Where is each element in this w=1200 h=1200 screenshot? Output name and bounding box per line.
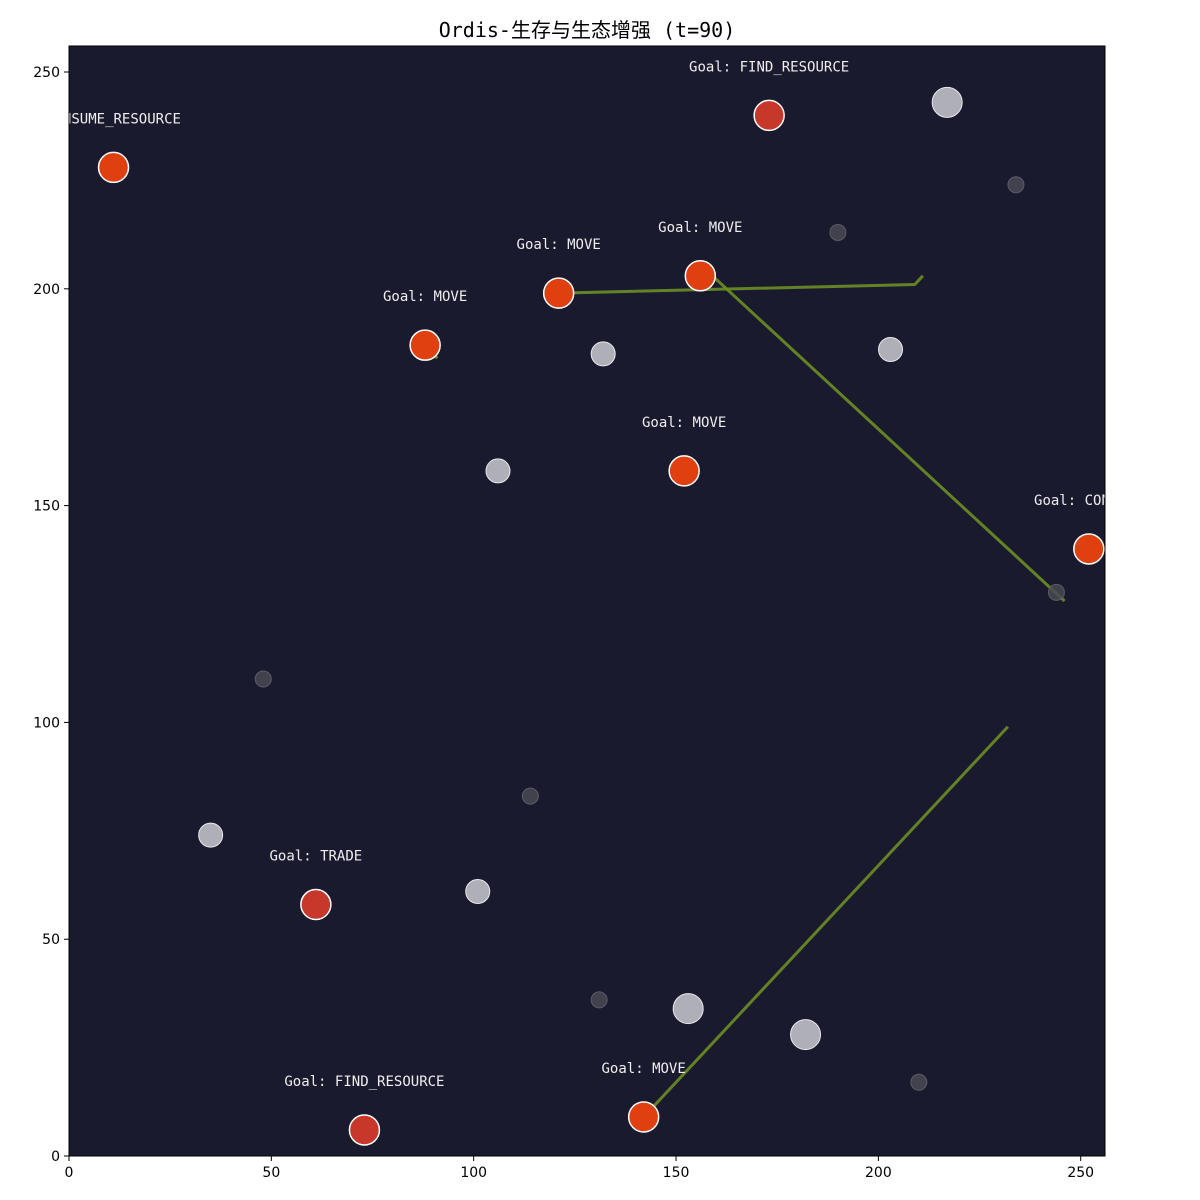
- resource-point: [465, 879, 491, 905]
- resource-point: [672, 993, 704, 1025]
- resource-point: [829, 223, 847, 241]
- resource-point: [198, 822, 224, 848]
- resource-point: [1047, 583, 1065, 601]
- resource-point: [878, 337, 904, 363]
- resource-point: [910, 1073, 928, 1091]
- chart-title: Ordis-生存与生态增强 (t=90): [439, 18, 736, 42]
- agent-point: [1073, 533, 1105, 565]
- agent-goal-label: Goal: TRADE: [270, 849, 363, 865]
- agent-goal-label: Goal: FIND_RESOURCE: [689, 59, 849, 75]
- agent-point: [753, 99, 785, 132]
- resource-point: [485, 458, 511, 484]
- resources-layer: [198, 86, 1065, 1091]
- plot-area: [69, 46, 1105, 1156]
- resource-point: [590, 991, 608, 1009]
- agent-goal-label: Goal: FIND_RESOURCE: [284, 1074, 444, 1090]
- resource-point: [590, 341, 616, 367]
- agent-point: [300, 888, 332, 921]
- y-tick-label: 200: [33, 282, 60, 298]
- agent-goal-label: CONSUME_RESOURCE: [46, 111, 181, 127]
- x-tick-label: 100: [460, 1165, 487, 1181]
- agent-goal-label: Goal: MOVE: [602, 1061, 686, 1077]
- agent-point: [348, 1114, 381, 1146]
- agent-point: [684, 260, 717, 292]
- agent-point: [542, 277, 575, 309]
- agent-goal-label: Goal: MOVE: [383, 289, 467, 305]
- y-tick-label: 100: [33, 715, 60, 731]
- agent-goal-label: Goal: MOVE: [658, 220, 742, 236]
- resource-point: [790, 1019, 822, 1051]
- agent-point: [409, 329, 441, 361]
- agent-point: [97, 151, 130, 184]
- agent-point: [668, 455, 700, 487]
- x-tick-label: 0: [65, 1165, 74, 1181]
- agent-path: [642, 725, 1009, 1119]
- agents-layer: [97, 99, 1105, 1146]
- resource-point: [931, 86, 963, 118]
- agent-goal-label: Goal: MOVE: [642, 415, 726, 431]
- agent-point: [627, 1101, 660, 1133]
- x-tick-label: 250: [1067, 1165, 1094, 1181]
- labels-layer: CONSUME_RESOURCE Goal: FIND_RESOURCE Goal:…: [46, 59, 1144, 1090]
- resource-point: [521, 787, 539, 805]
- x-tick-label: 150: [663, 1165, 690, 1181]
- agent-path: [558, 274, 924, 295]
- x-tick-label: 200: [865, 1165, 892, 1181]
- x-axis: 0 50 100 150 200 250: [65, 1156, 1094, 1181]
- y-axis: 0 50 100 150 200 250: [33, 65, 69, 1165]
- plot-frame: [68, 45, 1106, 1157]
- y-tick-label: 250: [33, 65, 60, 81]
- y-tick-label: 0: [51, 1149, 60, 1165]
- y-tick-label: 50: [42, 932, 60, 948]
- agent-goal-label: Goal: MOVE: [517, 237, 601, 253]
- x-tick-label: 50: [262, 1165, 280, 1181]
- resource-point: [1007, 176, 1025, 194]
- resource-point: [254, 670, 272, 688]
- y-tick-label: 150: [33, 499, 60, 515]
- agent-goal-label: Goal: CONSUME: [1034, 493, 1144, 509]
